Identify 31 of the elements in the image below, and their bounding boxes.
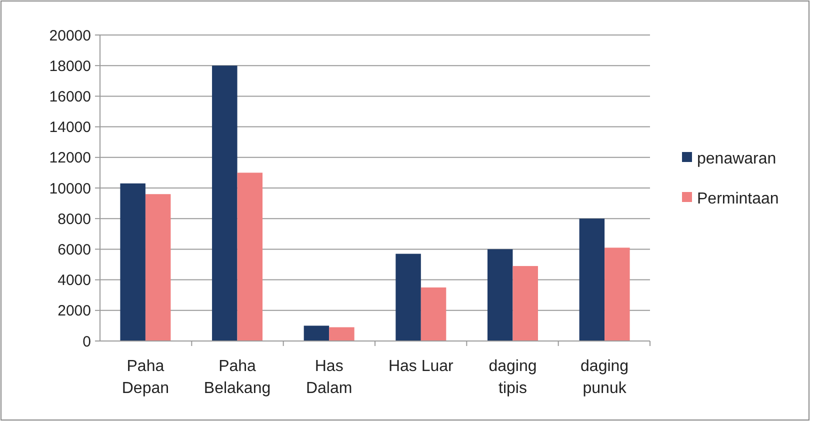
bar: [237, 172, 263, 341]
y-tick-label: 20000: [49, 27, 91, 44]
y-tick-label: 18000: [49, 58, 91, 75]
y-tick-label: 4000: [58, 272, 91, 290]
bar: [420, 287, 446, 341]
legend-label: penawaran: [697, 150, 776, 168]
bar: [145, 194, 171, 341]
x-tick-label: daging tipis: [488, 358, 537, 397]
y-tick-label: 16000: [49, 88, 91, 106]
y-tick-label: 8000: [58, 210, 91, 228]
y-tick-label: 0: [82, 333, 91, 350]
x-tick-label: Paha Depan: [122, 358, 170, 397]
x-tick-label: Has Dalam: [306, 358, 352, 397]
bar: [304, 326, 330, 341]
y-tick-label: 10000: [49, 180, 91, 198]
bar: [329, 327, 354, 341]
legend-label: Permintaan: [697, 190, 779, 208]
bar: [487, 249, 513, 341]
x-tick-label: Paha Belakang: [204, 358, 271, 397]
bar: [396, 254, 421, 341]
bar: [512, 266, 538, 341]
x-tick-label: daging punuk: [580, 358, 629, 397]
y-tick-label: 6000: [58, 241, 91, 258]
y-tick-label: 12000: [49, 150, 91, 167]
y-tick-label: 14000: [49, 119, 91, 136]
bar: [212, 66, 238, 341]
x-tick-label: Has Luar: [388, 358, 454, 375]
bar: [604, 248, 630, 341]
bar: [579, 218, 605, 341]
y-tick-label: 2000: [58, 302, 91, 320]
bar: [120, 183, 146, 341]
